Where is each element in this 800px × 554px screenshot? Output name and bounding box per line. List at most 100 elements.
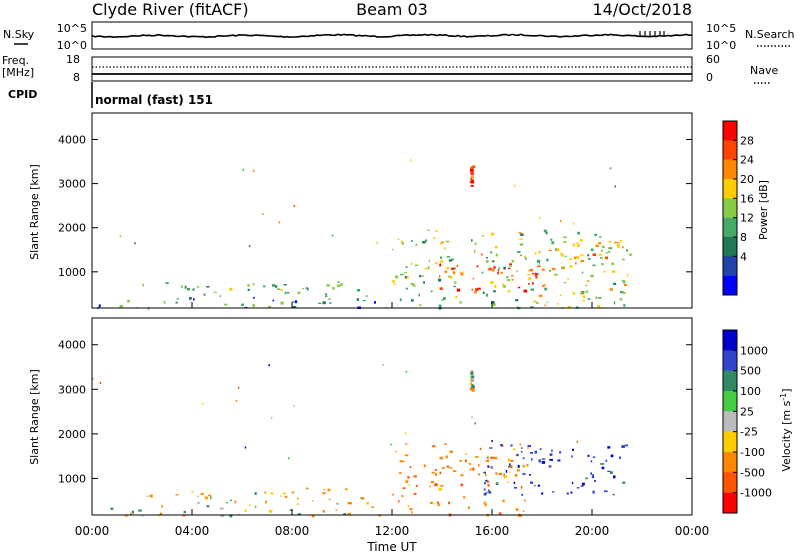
velocity-echo-cell	[206, 505, 210, 508]
power-echo-cell	[537, 273, 540, 275]
power-echo-cell	[445, 267, 450, 269]
power-panel: 4000 3000 2000 1000 Slant Range [km] 28 24 20…	[28, 112, 770, 310]
nsearch-tick-bottom: 10^0	[706, 39, 736, 52]
power-echo-cell	[611, 262, 614, 265]
nsky-trace	[91, 33, 692, 39]
power-echo-cell	[474, 249, 476, 253]
velocity-echo-cell	[311, 500, 314, 502]
power-echo-cell	[562, 254, 564, 258]
velocity-echo-cell	[471, 384, 474, 387]
power-echo-cell	[189, 297, 192, 300]
velocity-echo-cell	[470, 371, 474, 375]
velocity-echo-cell	[469, 468, 472, 471]
velocity-echo-cell	[521, 447, 523, 449]
power-echo-cell	[474, 288, 479, 291]
velocity-echo-cell	[210, 496, 212, 500]
power-echo-cell	[523, 289, 528, 293]
date-title: 14/Oct/2018	[592, 0, 692, 19]
velocity-echo-cell	[487, 466, 491, 468]
power-echo-cell	[414, 264, 419, 266]
velocity-echo-cell	[449, 450, 453, 453]
velocity-echo-cell	[534, 484, 536, 487]
velocity-colorbar-swatch	[723, 330, 737, 351]
power-echo-cell	[498, 267, 501, 269]
velocity-ylabel: Slant Range [km]	[28, 369, 41, 465]
velocity-colorbar-swatch	[723, 431, 737, 453]
power-echo-cell	[554, 273, 558, 276]
velocity-echo-cell	[472, 467, 475, 471]
velocity-echo-cell	[434, 483, 438, 487]
velocity-echo-cell	[469, 387, 472, 391]
power-echo-cell	[481, 271, 484, 274]
power-echo-cell	[203, 293, 206, 296]
power-echo-cell	[550, 238, 553, 241]
power-echo-cell	[470, 181, 475, 184]
power-echo-cell	[542, 284, 546, 287]
power-echo-cell	[629, 253, 632, 256]
power-echo-cell	[546, 258, 549, 262]
power-echo-cell	[419, 275, 422, 278]
power-echo-cell	[528, 269, 532, 272]
velocity-echo-cell	[510, 460, 514, 462]
velocity-ytick-label: 2000	[58, 428, 86, 441]
power-echo-cell	[460, 273, 464, 276]
power-echo-cell	[474, 291, 477, 294]
velocity-echo-cell	[517, 465, 520, 468]
velocity-echo-cell	[464, 459, 467, 463]
power-echo-cell	[470, 176, 474, 179]
power-colorbar-swatch	[723, 140, 737, 160]
power-echo-cell	[580, 292, 583, 295]
power-echo-cell	[340, 283, 343, 286]
power-echo-cell	[515, 299, 519, 302]
power-echo-cell	[494, 245, 498, 249]
velocity-echo-cell	[404, 454, 409, 457]
velocity-echo-cell	[488, 491, 492, 494]
velocity-echo-cell	[551, 449, 553, 452]
velocity-echo-cell	[460, 474, 464, 477]
time-axis-label: Time UT	[366, 540, 417, 554]
velocity-echo-cell	[590, 472, 592, 475]
velocity-echo-cell	[549, 458, 553, 461]
power-echo-cell	[477, 287, 481, 290]
power-echo-cell	[418, 304, 422, 306]
velocity-echo-cell	[409, 466, 412, 469]
nave-tick-top: 60	[706, 53, 720, 66]
power-ylabel: Slant Range [km]	[28, 164, 41, 260]
power-echo-cell	[430, 290, 433, 293]
velocity-echo-cell	[607, 470, 611, 472]
power-echo-cell	[574, 256, 577, 260]
velocity-echo-cell	[502, 499, 505, 503]
power-echo-cell	[420, 275, 424, 277]
power-echo-cell	[322, 301, 326, 305]
velocity-echo-cell	[413, 492, 417, 495]
power-echo-cell	[176, 298, 179, 300]
velocity-isolated-echo	[491, 440, 493, 443]
velocity-echo-cell	[402, 487, 406, 490]
power-echo-cell	[411, 282, 415, 285]
power-echo-cell	[594, 233, 598, 236]
power-echo-cell	[438, 278, 442, 282]
velocity-echo-cell	[270, 492, 274, 495]
velocity-echo-cell	[399, 472, 402, 475]
power-echo-cell	[573, 243, 576, 247]
velocity-isolated-echo	[201, 402, 204, 405]
velocity-echo-cell	[415, 484, 418, 488]
power-echo-cell	[551, 241, 555, 245]
nave-label: Nave	[750, 64, 778, 77]
velocity-colorbar-tick-label: -25	[740, 426, 758, 439]
velocity-echo-cell	[431, 471, 435, 474]
velocity-echo-cell	[306, 487, 309, 490]
velocity-echo-cell	[264, 491, 267, 494]
power-echo-cell	[490, 281, 494, 284]
power-echo-cell	[598, 297, 602, 299]
nsky-label: N.Sky	[3, 28, 35, 41]
velocity-colorbar-swatch	[723, 492, 737, 514]
velocity-echo-cell	[500, 444, 503, 447]
velocity-echo-cell	[254, 505, 257, 508]
nsky-tick-top: 10^5	[57, 22, 87, 35]
power-echo-cell	[329, 302, 332, 305]
power-echo-cell	[411, 299, 414, 302]
freq-label-line1: Freq.	[2, 54, 29, 67]
velocity-echo-cell	[438, 488, 442, 491]
station-title: Clyde River (fitACF)	[92, 0, 249, 19]
